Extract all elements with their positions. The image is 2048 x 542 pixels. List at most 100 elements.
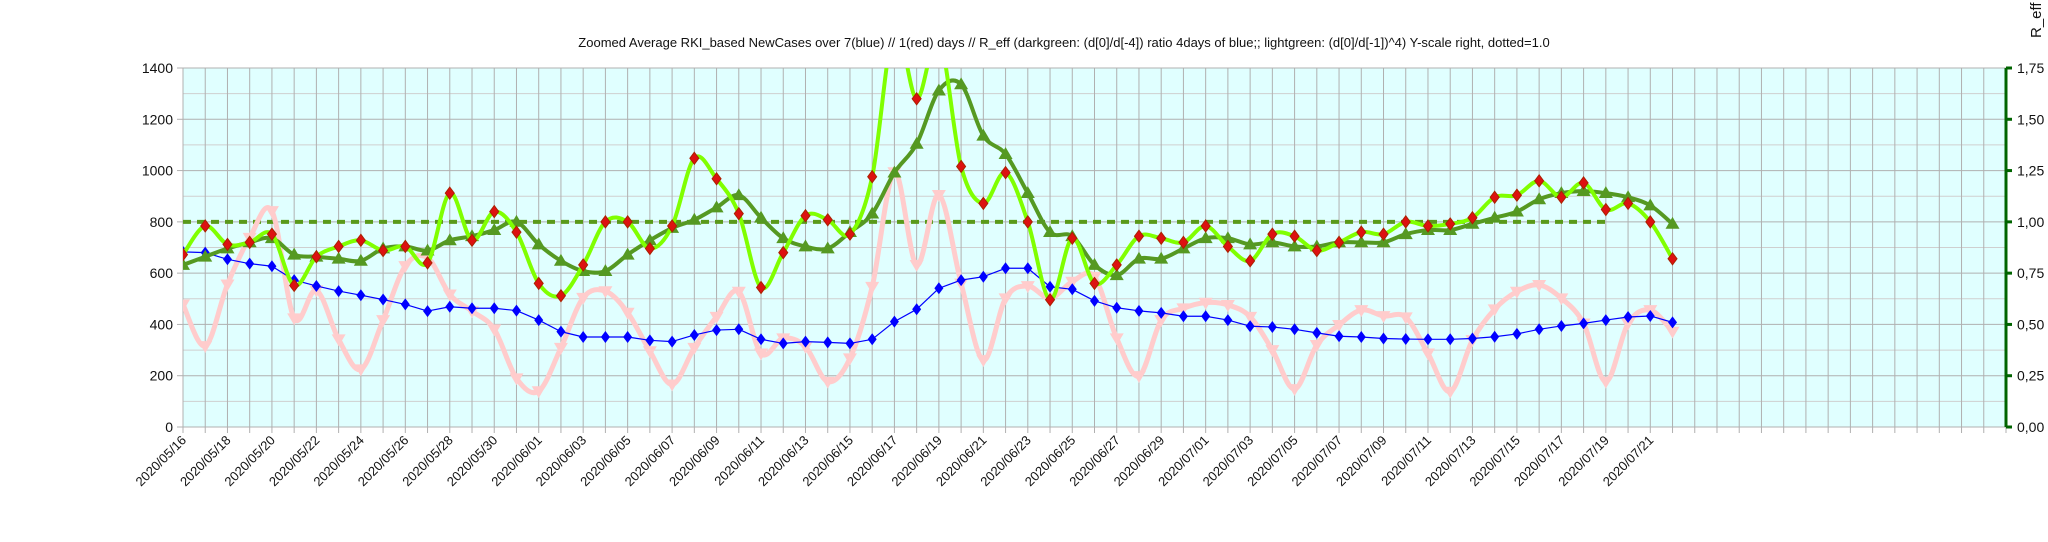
data-point-triangle-r_eff_darkgreen bbox=[1265, 235, 1280, 248]
data-point-diamond-seven_day bbox=[578, 330, 588, 343]
data-point-triangle-r_eff_darkgreen bbox=[931, 83, 946, 96]
data-point-diamond-seven_day bbox=[1490, 330, 1500, 343]
data-point-diamond-seven_day bbox=[378, 293, 388, 306]
data-point-triangle-r_eff_darkgreen bbox=[976, 128, 991, 141]
y-tick-label: 800 bbox=[150, 214, 174, 230]
data-point-diamond-seven_day bbox=[845, 337, 855, 350]
data-point-triangle-r_eff_darkgreen bbox=[1376, 235, 1391, 248]
data-point-diamond-r_eff_lightgreen bbox=[1422, 219, 1434, 233]
data-point-diamond-seven_day bbox=[912, 303, 922, 316]
data-point-triangle-down-one_day bbox=[1443, 386, 1458, 399]
data-point-triangle-down-one_day bbox=[620, 307, 635, 320]
data-point-triangle-r_eff_darkgreen bbox=[865, 206, 880, 219]
data-point-triangle-down-one_day bbox=[1509, 286, 1524, 299]
data-point-triangle-down-one_day bbox=[909, 260, 924, 272]
data-point-triangle-r_eff_darkgreen bbox=[954, 77, 969, 90]
data-point-diamond-seven_day bbox=[1201, 310, 1211, 323]
data-point-triangle-down-one_day bbox=[1287, 384, 1302, 397]
data-point-diamond-r_eff_lightgreen bbox=[1178, 235, 1189, 250]
data-point-triangle-down-one_day bbox=[798, 341, 813, 354]
data-point-diamond-r_eff_lightgreen bbox=[755, 280, 767, 295]
data-point-diamond-seven_day bbox=[1267, 320, 1277, 333]
data-point-diamond-seven_day bbox=[667, 335, 677, 348]
data-point-triangle-down-one_day bbox=[1131, 371, 1146, 383]
data-point-triangle-down-one_day bbox=[198, 341, 213, 353]
data-point-diamond-seven_day bbox=[867, 333, 877, 346]
data-point-diamond-r_eff_lightgreen bbox=[1156, 231, 1167, 246]
data-point-triangle-r_eff_darkgreen bbox=[1576, 184, 1591, 196]
data-point-triangle-r_eff_darkgreen bbox=[998, 147, 1013, 160]
data-point-diamond-r_eff_lightgreen bbox=[1222, 239, 1234, 254]
data-point-diamond-seven_day bbox=[1356, 330, 1366, 343]
data-point-diamond-r_eff_lightgreen bbox=[911, 91, 922, 106]
data-point-triangle-down-one_day bbox=[598, 286, 613, 299]
y-tick-label: 600 bbox=[150, 265, 174, 281]
data-point-diamond-r_eff_lightgreen bbox=[311, 249, 322, 264]
data-point-diamond-seven_day bbox=[978, 270, 988, 283]
data-point-diamond-seven_day bbox=[1023, 262, 1033, 275]
data-point-diamond-r_eff_lightgreen bbox=[890, 21, 899, 33]
data-point-diamond-r_eff_lightgreen bbox=[600, 215, 611, 229]
data-point-diamond-r_eff_lightgreen bbox=[800, 208, 811, 223]
data-point-diamond-r_eff_lightgreen bbox=[822, 212, 833, 227]
data-point-diamond-r_eff_lightgreen bbox=[955, 159, 967, 174]
data-point-diamond-seven_day bbox=[1045, 280, 1055, 293]
data-point-triangle-down-one_day bbox=[220, 279, 235, 292]
data-point-diamond-seven_day bbox=[956, 274, 966, 287]
right-axis-label: R_eff bbox=[2028, 2, 2045, 38]
data-point-diamond-r_eff_lightgreen bbox=[289, 278, 300, 293]
data-point-diamond-seven_day bbox=[1534, 323, 1544, 336]
data-point-triangle-down-one_day bbox=[865, 281, 880, 294]
data-point-triangle-down-one_day bbox=[687, 342, 702, 355]
data-point-diamond-seven_day bbox=[1668, 316, 1678, 329]
data-point-diamond-seven_day bbox=[556, 325, 566, 338]
data-point-diamond-seven_day bbox=[1512, 327, 1522, 340]
data-point-triangle-down-one_day bbox=[1309, 340, 1324, 352]
data-point-triangle-down-one_day bbox=[487, 324, 502, 337]
data-point-diamond-r_eff_lightgreen bbox=[333, 239, 344, 254]
data-point-triangle-down-one_day bbox=[1487, 304, 1502, 317]
data-point-diamond-r_eff_lightgreen bbox=[1600, 202, 1611, 217]
y2-tick-label: 1,00 bbox=[2017, 214, 2044, 230]
data-point-diamond-r_eff_lightgreen bbox=[733, 206, 744, 221]
data-point-diamond-seven_day bbox=[1001, 262, 1011, 275]
data-point-triangle-down-one_day bbox=[754, 348, 769, 361]
data-point-diamond-r_eff_lightgreen bbox=[978, 196, 989, 211]
data-point-triangle-r_eff_darkgreen bbox=[553, 253, 568, 266]
data-point-diamond-seven_day bbox=[600, 330, 610, 343]
data-point-diamond-r_eff_lightgreen bbox=[377, 243, 389, 258]
data-point-triangle-down-one_day bbox=[1554, 293, 1569, 306]
data-point-diamond-r_eff_lightgreen bbox=[1467, 210, 1478, 225]
data-point-triangle-down-one_day bbox=[931, 190, 946, 202]
data-point-triangle-down-one_day bbox=[287, 313, 302, 326]
data-point-diamond-r_eff_lightgreen bbox=[1333, 235, 1345, 250]
data-point-diamond-r_eff_lightgreen bbox=[200, 219, 211, 233]
data-point-diamond-r_eff_lightgreen bbox=[644, 241, 655, 256]
y2-tick-label: 0,25 bbox=[2017, 368, 2044, 384]
data-point-triangle-r_eff_darkgreen bbox=[1532, 192, 1547, 205]
data-point-triangle-down-one_day bbox=[1109, 333, 1124, 346]
data-point-triangle-down-one_day bbox=[531, 386, 546, 399]
plot-area: 02004006008001000120014002020/05/162020/… bbox=[132, 21, 2044, 489]
data-point-triangle-down-one_day bbox=[1376, 311, 1391, 323]
data-point-diamond-r_eff_lightgreen bbox=[444, 186, 455, 200]
data-point-triangle-r_eff_darkgreen bbox=[620, 247, 635, 260]
data-point-triangle-r_eff_darkgreen bbox=[1043, 225, 1058, 238]
data-point-triangle-down-one_day bbox=[665, 379, 680, 392]
data-point-triangle-r_eff_darkgreen bbox=[1665, 216, 1680, 229]
data-point-triangle-down-one_day bbox=[264, 206, 279, 219]
data-point-triangle-r_eff_darkgreen bbox=[909, 136, 924, 149]
data-point-diamond-r_eff_lightgreen bbox=[622, 215, 633, 229]
data-point-triangle-down-one_day bbox=[1220, 300, 1235, 312]
data-point-diamond-r_eff_lightgreen bbox=[1133, 229, 1145, 244]
data-point-triangle-r_eff_darkgreen bbox=[1020, 186, 1035, 199]
data-point-diamond-r_eff_lightgreen bbox=[1067, 231, 1078, 246]
data-point-diamond-seven_day bbox=[445, 300, 455, 313]
data-point-diamond-seven_day bbox=[756, 333, 766, 346]
data-point-triangle-r_eff_darkgreen bbox=[1087, 257, 1102, 270]
data-point-diamond-seven_day bbox=[334, 285, 344, 298]
data-point-diamond-seven_day bbox=[734, 323, 744, 336]
data-point-diamond-seven_day bbox=[423, 305, 433, 318]
data-point-triangle-r_eff_darkgreen bbox=[183, 257, 190, 270]
data-point-triangle-r_eff_darkgreen bbox=[1354, 235, 1369, 248]
